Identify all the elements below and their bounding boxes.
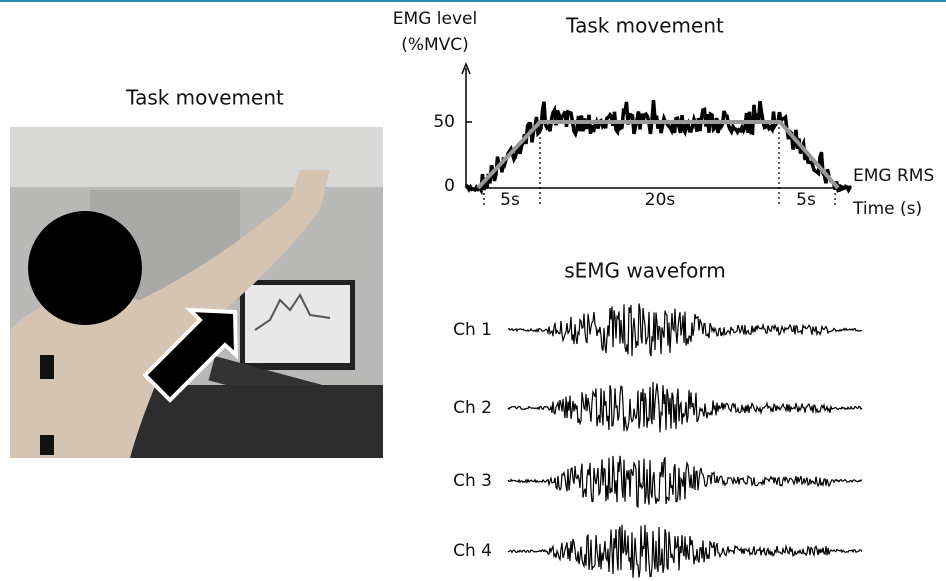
semg-waveform xyxy=(508,456,862,507)
rms-curve xyxy=(466,100,852,190)
duration-label: 5s xyxy=(796,190,816,210)
photo xyxy=(10,127,383,458)
y-label-line: (%MVC) xyxy=(401,35,469,55)
duration-label: 5s xyxy=(500,190,520,210)
y-tick-label: 0 xyxy=(444,176,455,196)
rms-title: Task movement xyxy=(565,14,724,38)
figure: Task movement Task movement EMG level (%… xyxy=(0,0,946,581)
semg-waveform xyxy=(508,304,862,357)
series-label: EMG RMS xyxy=(853,166,934,186)
target-trapezoid xyxy=(478,122,838,188)
channel-label: Ch 1 xyxy=(453,320,492,340)
axes xyxy=(462,64,847,192)
channel-label: Ch 4 xyxy=(453,541,492,561)
emg-rms xyxy=(466,100,852,190)
waveform-title: sEMG waveform xyxy=(564,259,726,283)
duration-label: 20s xyxy=(645,190,676,210)
semg-waveform xyxy=(508,525,862,578)
channel-label: Ch 2 xyxy=(453,398,492,418)
semg-waveform xyxy=(508,382,862,432)
waveforms: Ch 1 Ch 2 Ch 3 Ch 4 xyxy=(453,304,862,578)
photo-title: Task movement xyxy=(125,86,284,110)
y-label-line: EMG level xyxy=(393,9,477,29)
channel-label: Ch 3 xyxy=(453,471,492,491)
y-tick-label: 50 xyxy=(433,112,455,132)
x-label: Time (s) xyxy=(852,199,922,219)
